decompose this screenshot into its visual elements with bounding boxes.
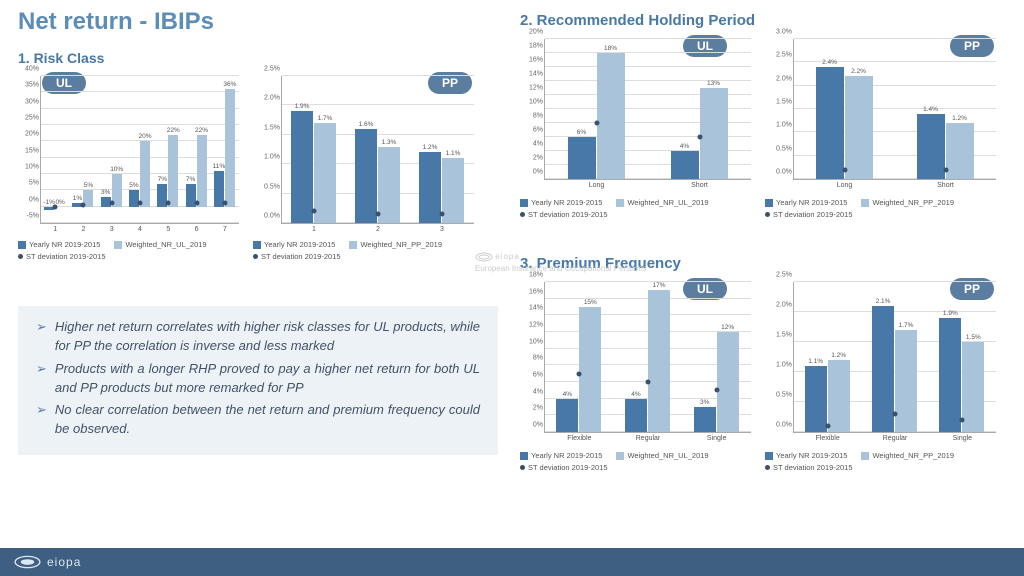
chart-rhp-pp: PP 0.0%0.5%1.0%1.5%2.0%2.5%3.0%2.4%2.2%L… — [765, 31, 1000, 196]
x-axis-label: 1 — [312, 226, 316, 233]
bullet-arrow-icon: ➢ — [36, 360, 47, 398]
stdev-dot — [440, 212, 445, 217]
bar-group: 1.9%1.7% — [291, 111, 336, 223]
bullet-arrow-icon: ➢ — [36, 318, 47, 356]
x-axis-label: Flexible — [816, 435, 840, 442]
panel-rhp: 2. Recommended Holding Period UL 0%2%4%6… — [520, 12, 1010, 221]
x-axis-label: Short — [691, 182, 708, 189]
stdev-dot — [714, 388, 719, 393]
x-axis-label: Regular — [883, 435, 908, 442]
x-axis-label: 4 — [138, 226, 142, 233]
legend-rhp-ul: Yearly NR 2019-2015 Weighted_NR_UL_2019 … — [520, 196, 755, 221]
stdev-dot — [960, 418, 965, 423]
x-axis-label: 2 — [376, 226, 380, 233]
chart-risk-ul: UL -5%0%5%10%15%20%25%30%35%40%-1%0%11%5… — [18, 68, 243, 238]
stdev-dot — [109, 201, 114, 206]
bar-group: 4%13% — [671, 88, 728, 179]
stdev-dot — [376, 212, 381, 217]
chart-pf-ul-wrap: UL 0%2%4%6%8%10%12%14%16%18%4%15%Flexibl… — [520, 274, 755, 474]
x-axis-label: Flexible — [567, 435, 591, 442]
section1-title: 1. Risk Class — [18, 50, 478, 66]
bar-group: 4%17% — [625, 290, 670, 432]
bar-group: 7%22% — [186, 135, 207, 207]
stdev-dot — [53, 204, 58, 209]
chart-rhp-pp-wrap: PP 0.0%0.5%1.0%1.5%2.0%2.5%3.0%2.4%2.2%L… — [765, 31, 1000, 221]
chart-risk-pp-wrap: PP 0.0%0.5%1.0%1.5%2.0%2.5%1.9%1.7%11.6%… — [253, 68, 478, 263]
stdev-dot — [166, 201, 171, 206]
x-axis-label: Single — [953, 435, 972, 442]
chart-pf-ul: UL 0%2%4%6%8%10%12%14%16%18%4%15%Flexibl… — [520, 274, 755, 449]
stdev-dot — [825, 424, 830, 429]
stdev-dot — [842, 167, 847, 172]
footer-bar: eiopa — [0, 548, 1024, 576]
stdev-dot — [577, 371, 582, 376]
bar-group: 7%22% — [157, 135, 178, 207]
bar-group: 6%18% — [568, 53, 625, 179]
stdev-dot — [138, 201, 143, 206]
bar-group: 1.1%1.2% — [805, 360, 850, 432]
bar-group: 5%20% — [129, 141, 150, 206]
x-axis-label: 6 — [195, 226, 199, 233]
bar-group: 1.6%1.3% — [355, 129, 400, 223]
bullet-text: No clear correlation between the net ret… — [55, 401, 480, 439]
panel-premium-freq: 3. Premium Frequency UL 0%2%4%6%8%10%12%… — [520, 255, 1010, 474]
bullets-box: ➢Higher net return correlates with highe… — [18, 306, 498, 455]
stdev-dot — [893, 412, 898, 417]
stdev-dot — [312, 209, 317, 214]
chart-pf-pp-wrap: PP 0.0%0.5%1.0%1.5%2.0%2.5%1.1%1.2%Flexi… — [765, 274, 1000, 474]
stdev-dot — [222, 201, 227, 206]
x-axis-label: Short — [937, 182, 954, 189]
chart-rhp-ul: UL 0%2%4%6%8%10%12%14%16%18%20%6%18%Long… — [520, 31, 755, 196]
legend-risk-pp: Yearly NR 2019-2015 Weighted_NR_PP_2019 … — [253, 238, 478, 263]
x-axis-label: Long — [837, 182, 853, 189]
x-axis-label: Single — [707, 435, 726, 442]
bullet-arrow-icon: ➢ — [36, 401, 47, 439]
x-axis-label: Regular — [636, 435, 661, 442]
section2-title: 2. Recommended Holding Period — [520, 12, 1010, 29]
chart-rhp-ul-wrap: UL 0%2%4%6%8%10%12%14%16%18%20%6%18%Long… — [520, 31, 755, 221]
x-axis-label: 3 — [110, 226, 114, 233]
x-axis-label: Long — [589, 182, 605, 189]
footer-logo-icon — [14, 553, 41, 571]
bullet-text: Products with a longer RHP proved to pay… — [55, 360, 480, 398]
chart-risk-pp: PP 0.0%0.5%1.0%1.5%2.0%2.5%1.9%1.7%11.6%… — [253, 68, 478, 238]
stdev-dot — [943, 167, 948, 172]
legend-pf-ul: Yearly NR 2019-2015 Weighted_NR_UL_2019 … — [520, 449, 755, 474]
stdev-dot — [194, 201, 199, 206]
chart-pf-pp: PP 0.0%0.5%1.0%1.5%2.0%2.5%1.1%1.2%Flexi… — [765, 274, 1000, 449]
legend-risk-ul: Yearly NR 2019-2015 Weighted_NR_UL_2019 … — [18, 238, 243, 263]
stdev-dot — [81, 203, 86, 208]
bullet-text: Higher net return correlates with higher… — [55, 318, 480, 356]
stdev-dot — [594, 121, 599, 126]
bar-group: 4%15% — [556, 307, 601, 432]
bar-group: 11%36% — [214, 89, 235, 207]
x-axis-label: 5 — [166, 226, 170, 233]
x-axis-label: 3 — [440, 226, 444, 233]
chart-risk-ul-wrap: UL -5%0%5%10%15%20%25%30%35%40%-1%0%11%5… — [18, 68, 243, 263]
watermark: eiopa European Insurance and Occupationa… — [475, 250, 647, 274]
stdev-dot — [646, 380, 651, 385]
panel-risk-class: 1. Risk Class UL -5%0%5%10%15%20%25%30%3… — [18, 50, 478, 263]
bar-group: 2.4%2.2% — [816, 67, 873, 179]
x-axis-label: 7 — [223, 226, 227, 233]
bar-group: 3%12% — [694, 332, 739, 432]
x-axis-label: 2 — [81, 226, 85, 233]
stdev-dot — [697, 135, 702, 140]
legend-pf-pp: Yearly NR 2019-2015 Weighted_NR_PP_2019 … — [765, 449, 1000, 474]
bar-group: 1.9%1.5% — [939, 318, 984, 432]
footer-brand: eiopa — [47, 555, 81, 569]
legend-rhp-pp: Yearly NR 2019-2015 Weighted_NR_PP_2019 … — [765, 196, 1000, 221]
x-axis-label: 1 — [53, 226, 57, 233]
